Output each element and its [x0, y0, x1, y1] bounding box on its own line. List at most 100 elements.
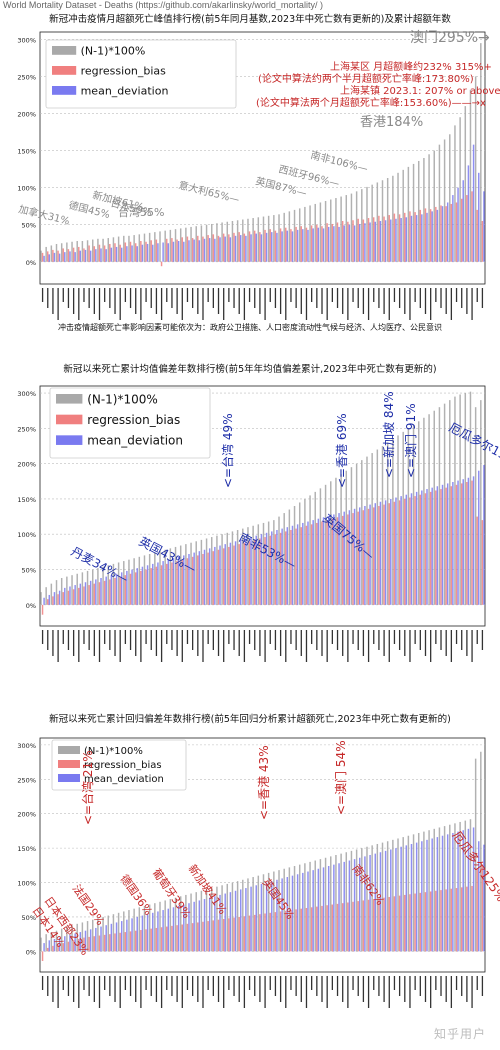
bar-blue: [208, 897, 211, 952]
bar-blue: [43, 943, 45, 952]
bar-grey: [102, 916, 104, 952]
bar-red: [217, 549, 220, 605]
y-tick-label: 0%: [26, 602, 36, 610]
bar-blue: [400, 846, 402, 952]
bar-grey: [128, 559, 130, 605]
bar-blue: [384, 500, 387, 605]
bar-blue: [141, 915, 144, 952]
bar-blue: [198, 240, 201, 262]
bar-blue: [441, 206, 444, 262]
bar-red: [481, 520, 484, 605]
bar-grey: [45, 246, 47, 262]
bar-blue: [410, 493, 413, 605]
bar-blue: [89, 929, 92, 952]
bar-grey: [345, 470, 348, 605]
bar-blue: [48, 940, 51, 952]
bar-red: [445, 206, 447, 262]
bar-blue: [296, 874, 299, 952]
bar-red: [388, 215, 390, 262]
bar-grey: [423, 831, 425, 952]
bar-grey: [293, 866, 296, 952]
bar-red: [460, 198, 463, 262]
bar-grey: [236, 220, 239, 262]
bar-grey: [428, 414, 430, 605]
bar-blue: [89, 250, 92, 262]
bar-grey: [438, 827, 441, 952]
bar-grey: [371, 184, 373, 262]
bar-blue: [322, 228, 325, 262]
bar-grey: [247, 527, 249, 605]
bar-grey: [236, 530, 239, 605]
page-header: World Mortality Dataset - Deaths (https:…: [3, 0, 323, 10]
bar-grey: [148, 904, 151, 952]
bar-red: [202, 554, 204, 605]
bar-red: [243, 233, 246, 262]
bar-blue: [265, 882, 268, 952]
bar-red: [435, 490, 437, 605]
bar-blue: [136, 916, 138, 952]
bar-red: [78, 938, 80, 952]
bar-blue: [462, 180, 464, 262]
bar-red: [46, 251, 49, 262]
bar-grey: [247, 878, 249, 952]
bar-blue: [120, 247, 123, 262]
bar-red: [362, 900, 365, 952]
bar-blue: [141, 566, 144, 605]
bar-grey: [319, 202, 322, 262]
bar-grey: [179, 896, 182, 952]
bar-red: [248, 231, 251, 262]
bar-blue: [43, 597, 45, 605]
bar-red: [424, 493, 427, 605]
bar-red: [352, 901, 354, 952]
bar-grey: [92, 239, 94, 262]
bar-blue: [255, 885, 257, 952]
bar-grey: [298, 502, 301, 605]
bar-grey: [66, 926, 68, 952]
bar-red: [109, 243, 111, 262]
bar-grey: [345, 195, 348, 262]
bar-red: [372, 217, 375, 262]
bar-red: [129, 241, 132, 262]
bar-red: [269, 535, 271, 605]
bar-red: [119, 244, 121, 262]
bar-grey: [288, 509, 291, 605]
bar-grey: [216, 886, 218, 952]
bar-blue: [172, 241, 175, 262]
bar-blue: [291, 875, 294, 952]
chart-annotation: 上海某区 月超额峰约232% 315%+: [330, 60, 492, 73]
bar-red: [233, 917, 235, 952]
bar-red: [357, 901, 359, 952]
bar-grey: [459, 117, 461, 262]
bar-grey: [174, 229, 177, 262]
bar-red: [145, 569, 147, 605]
bar-red: [336, 222, 339, 262]
bar-grey: [454, 125, 456, 262]
bar-red: [347, 902, 349, 952]
chart-annotation: 德国36%: [118, 872, 156, 918]
bar-blue: [343, 225, 345, 262]
bar-grey: [154, 232, 156, 262]
bar-grey: [242, 219, 244, 262]
bar-grey: [211, 888, 213, 952]
bar-grey: [335, 198, 337, 262]
bar-grey: [267, 872, 270, 952]
bar-red: [409, 211, 411, 262]
legend-label: regression_bias: [87, 413, 180, 427]
bar-grey: [169, 548, 172, 605]
bar-grey: [309, 205, 311, 262]
bar-red: [357, 511, 359, 605]
bar-red: [429, 491, 432, 605]
plot-frame: [39, 385, 486, 627]
y-tick-label: 100%: [17, 531, 36, 539]
bar-grey: [86, 570, 89, 605]
bar-blue: [281, 878, 283, 952]
bar-blue: [100, 248, 102, 262]
bar-grey: [324, 200, 327, 262]
bar-grey: [376, 182, 379, 262]
bar-red: [455, 888, 458, 952]
bar-blue: [478, 172, 480, 262]
bar-red: [347, 514, 349, 605]
bar-grey: [128, 235, 130, 262]
bar-red: [341, 515, 344, 605]
bar-blue: [431, 487, 433, 605]
